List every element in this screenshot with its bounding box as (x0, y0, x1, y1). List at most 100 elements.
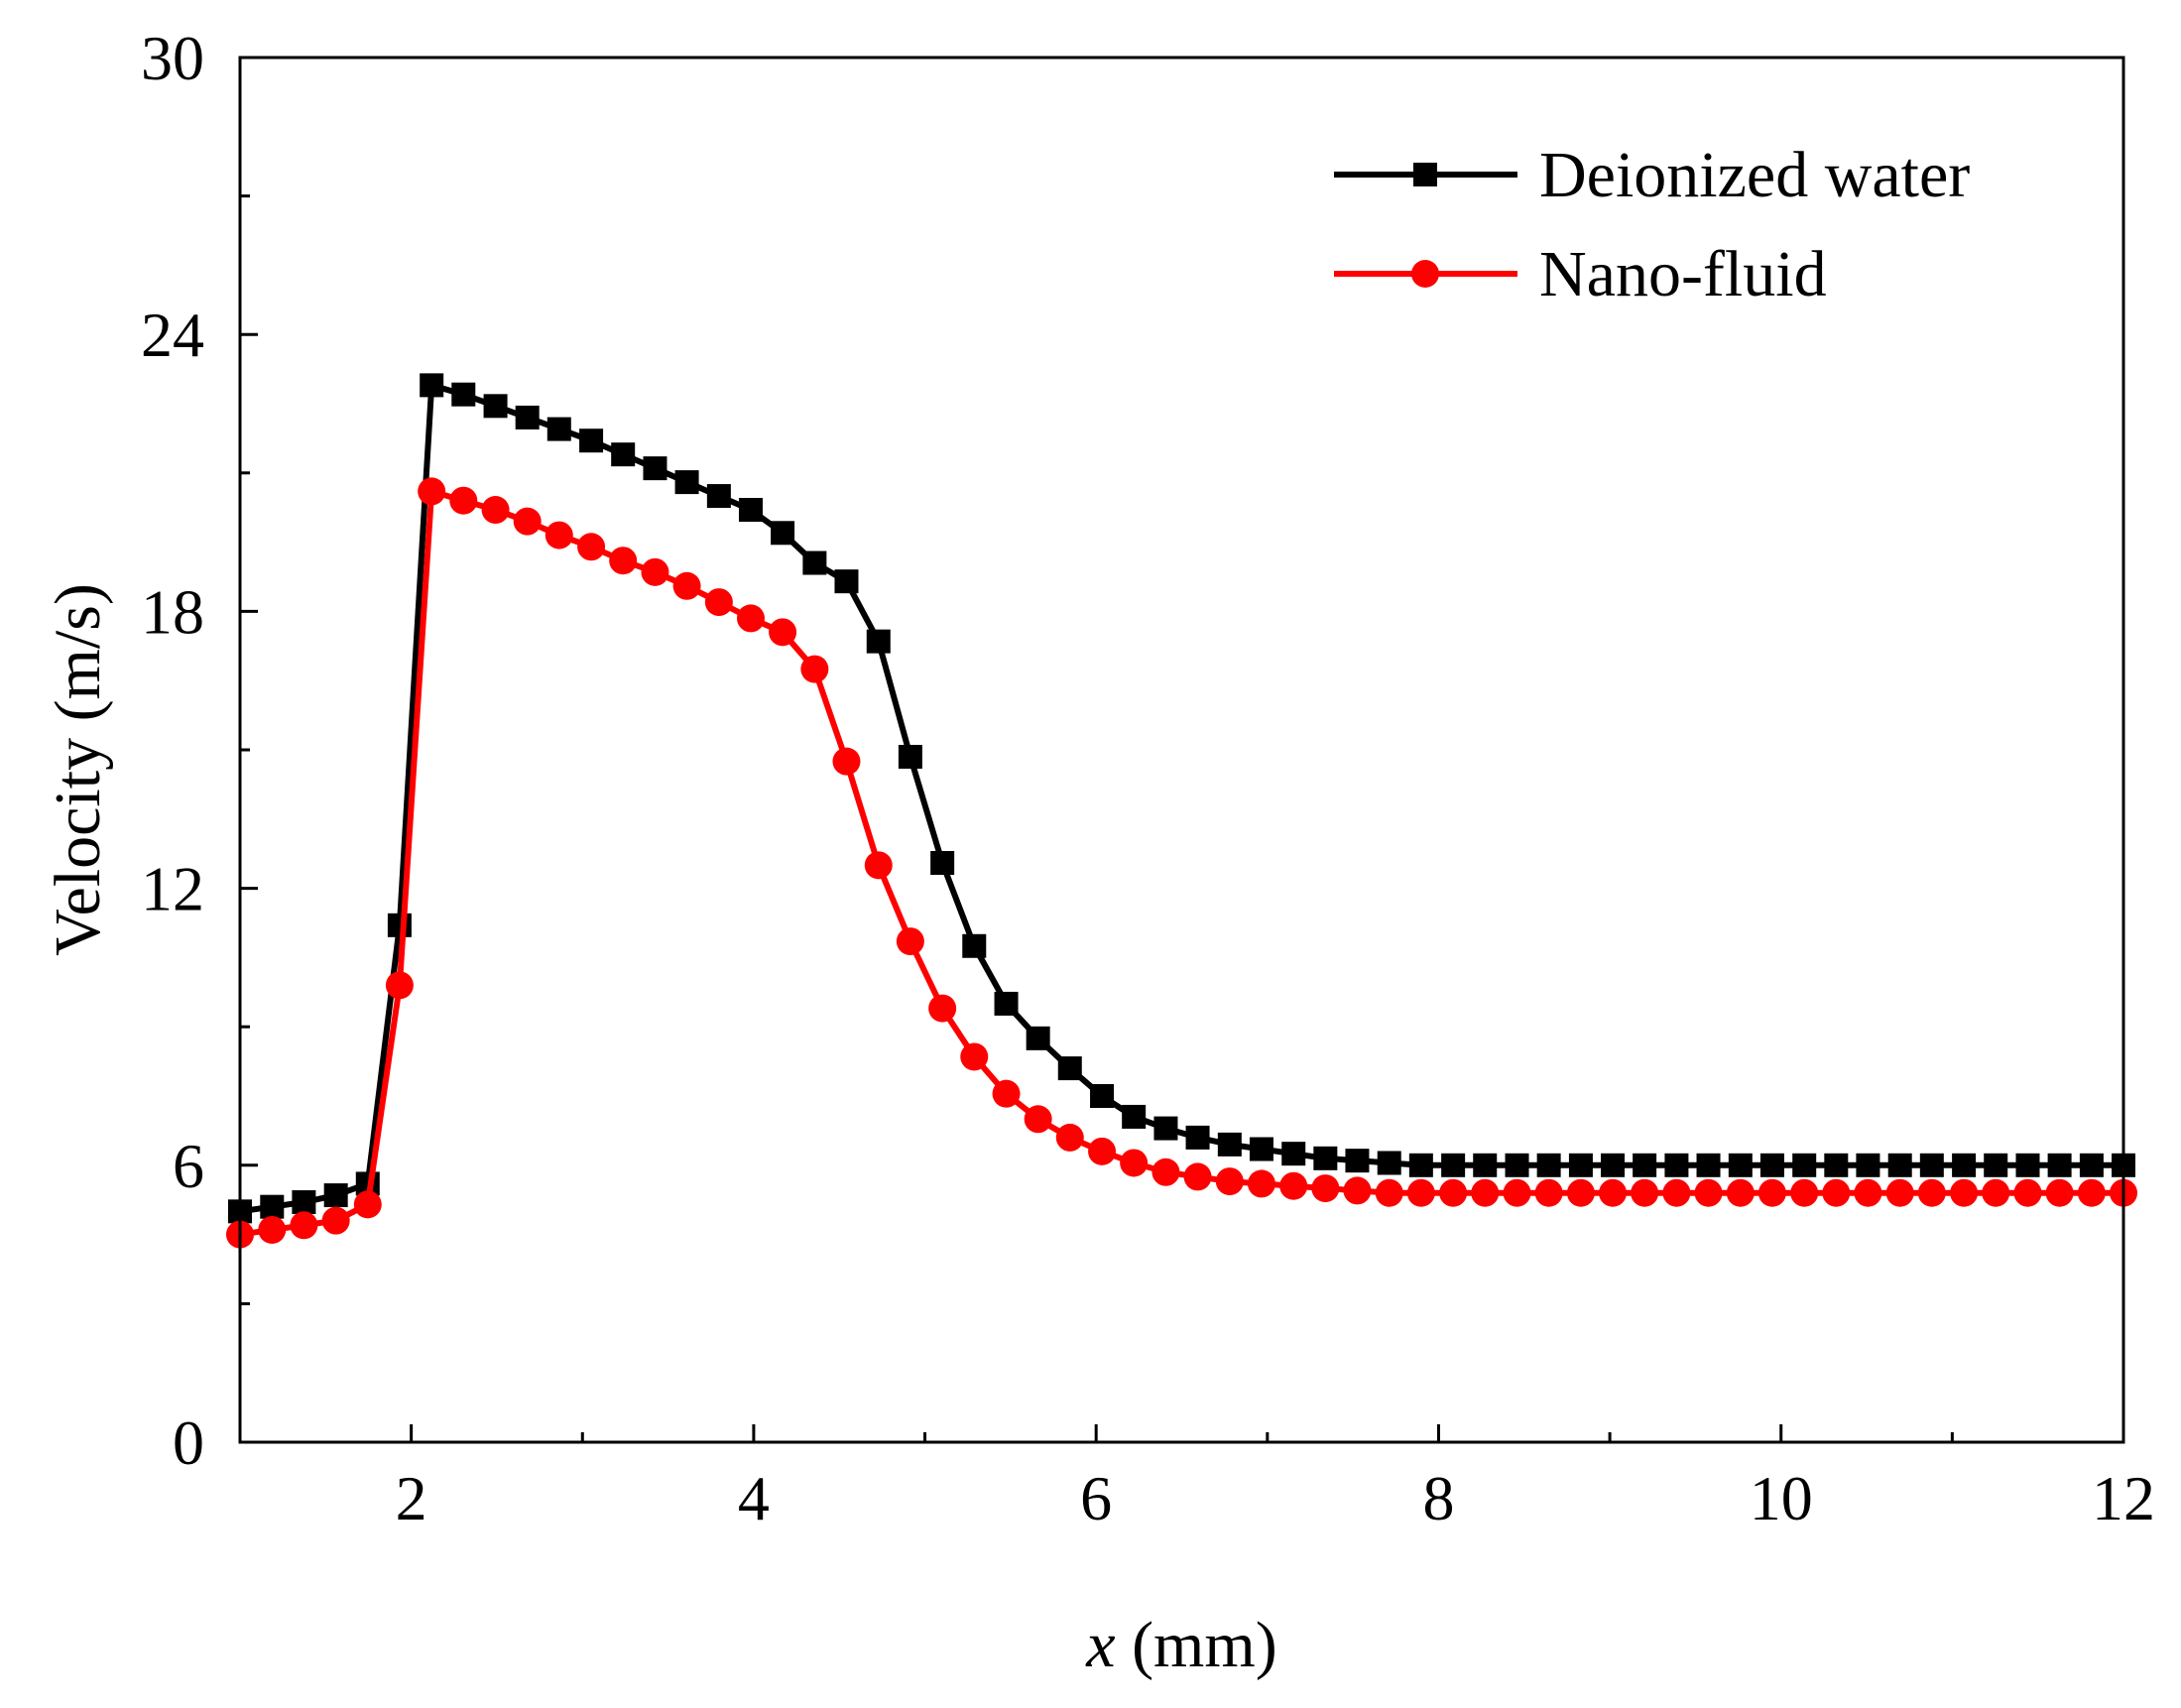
data-point-nano-fluid (1406, 1178, 1435, 1207)
data-point-nano-fluid (1726, 1178, 1755, 1207)
data-point-nano-fluid (1439, 1178, 1468, 1207)
data-point-deionized-water (1696, 1153, 1721, 1177)
data-point-nano-fluid (1917, 1178, 1946, 1207)
data-point-deionized-water (866, 629, 891, 654)
data-point-nano-fluid (800, 655, 829, 683)
legend-label-deionized-water: Deionized water (1539, 139, 1970, 211)
data-point-deionized-water (1664, 1153, 1689, 1177)
data-point-deionized-water (483, 394, 508, 419)
data-point-deionized-water (1505, 1153, 1529, 1177)
series-layer (226, 373, 2137, 1249)
data-point-deionized-water (898, 744, 922, 769)
data-point-deionized-water (1601, 1153, 1626, 1177)
data-point-nano-fluid (1950, 1178, 1979, 1207)
data-point-nano-fluid (1215, 1167, 1244, 1196)
data-point-nano-fluid (353, 1190, 382, 1219)
data-point-deionized-water (1441, 1153, 1466, 1177)
data-point-nano-fluid (672, 571, 701, 600)
data-point-deionized-water (451, 382, 476, 407)
data-point-nano-fluid (1694, 1178, 1723, 1207)
y-axis-title: Velocity (m/s) (42, 583, 114, 956)
data-point-deionized-water (1984, 1153, 2008, 1177)
x-tick-label: 8 (1422, 1463, 1454, 1533)
data-point-nano-fluid (1311, 1174, 1340, 1203)
data-point-nano-fluid (2077, 1178, 2106, 1207)
data-point-nano-fluid (1503, 1178, 1531, 1207)
data-point-nano-fluid (704, 588, 733, 617)
data-point-deionized-water (323, 1183, 348, 1208)
y-tick-label: 0 (173, 1407, 204, 1478)
data-point-deionized-water (1122, 1104, 1147, 1129)
data-point-deionized-water (515, 405, 540, 429)
data-point-nano-fluid (896, 927, 924, 956)
data-point-deionized-water (1856, 1153, 1880, 1177)
data-point-nano-fluid (1151, 1158, 1180, 1186)
legend-marker-deionized-water (1413, 163, 1437, 186)
data-point-deionized-water (674, 470, 699, 495)
data-point-nano-fluid (1183, 1162, 1212, 1191)
data-point-nano-fluid (1120, 1149, 1149, 1177)
data-point-nano-fluid (1885, 1178, 1914, 1207)
data-point-deionized-water (611, 442, 636, 467)
data-point-deionized-water (1090, 1084, 1115, 1108)
x-axis-unit: (mm) (1116, 1609, 1277, 1681)
data-point-nano-fluid (418, 477, 446, 506)
data-point-deionized-water (1026, 1026, 1050, 1050)
data-point-nano-fluid (545, 521, 573, 549)
data-point-nano-fluid (1982, 1178, 2010, 1207)
data-point-nano-fluid (609, 547, 638, 575)
data-point-deionized-water (387, 913, 412, 937)
plot-frame (238, 56, 2125, 1444)
data-point-nano-fluid (258, 1215, 287, 1244)
data-point-nano-fluid (1631, 1178, 1659, 1207)
data-point-deionized-water (1313, 1146, 1338, 1170)
data-point-nano-fluid (1534, 1178, 1563, 1207)
data-point-nano-fluid (290, 1211, 318, 1240)
data-point-nano-fluid (449, 486, 478, 515)
data-point-deionized-water (994, 991, 1019, 1016)
x-axis-title: x (mm) (1085, 1609, 1276, 1681)
data-point-nano-fluid (513, 507, 542, 536)
data-point-deionized-water (1345, 1149, 1370, 1173)
data-point-nano-fluid (1088, 1137, 1117, 1165)
data-point-nano-fluid (1343, 1176, 1372, 1205)
data-point-nano-fluid (385, 971, 414, 1000)
data-point-nano-fluid (1279, 1171, 1308, 1200)
data-point-nano-fluid (1822, 1178, 1851, 1207)
x-tick-label: 2 (396, 1463, 427, 1533)
data-point-nano-fluid (1247, 1169, 1275, 1198)
data-point-nano-fluid (1375, 1178, 1403, 1207)
data-point-deionized-water (1887, 1153, 1912, 1177)
x-tick-label: 10 (1750, 1463, 1813, 1533)
data-point-nano-fluid (1471, 1178, 1500, 1207)
data-point-deionized-water (2079, 1153, 2104, 1177)
x-tick-label: 12 (2092, 1463, 2155, 1533)
data-point-deionized-water (1952, 1153, 1977, 1177)
data-point-deionized-water (1473, 1153, 1498, 1177)
y-tick-label: 24 (141, 300, 204, 370)
y-tick-label: 30 (141, 23, 204, 93)
x-axis-variable: x (1085, 1609, 1115, 1681)
data-point-deionized-water (546, 417, 571, 441)
data-point-nano-fluid (641, 557, 669, 586)
data-point-nano-fluid (1566, 1178, 1595, 1207)
data-point-nano-fluid (736, 604, 765, 633)
data-point-deionized-water (1185, 1125, 1210, 1150)
data-point-deionized-water (1281, 1142, 1306, 1166)
data-point-nano-fluid (1662, 1178, 1691, 1207)
data-point-deionized-water (1568, 1153, 1593, 1177)
y-tick-label: 12 (141, 854, 204, 924)
data-point-deionized-water (292, 1190, 316, 1215)
x-tick-label: 6 (1080, 1463, 1112, 1533)
data-point-nano-fluid (832, 747, 861, 776)
y-tick-label: 6 (173, 1131, 204, 1201)
data-point-nano-fluid (577, 533, 606, 561)
data-point-deionized-water (1408, 1153, 1433, 1177)
legend: Deionized water Nano-fluid (1334, 139, 1970, 310)
data-point-nano-fluid (1055, 1123, 1084, 1152)
series-line-nano-fluid (239, 488, 2123, 1238)
data-point-deionized-water (1377, 1151, 1401, 1175)
data-point-deionized-water (802, 550, 827, 575)
